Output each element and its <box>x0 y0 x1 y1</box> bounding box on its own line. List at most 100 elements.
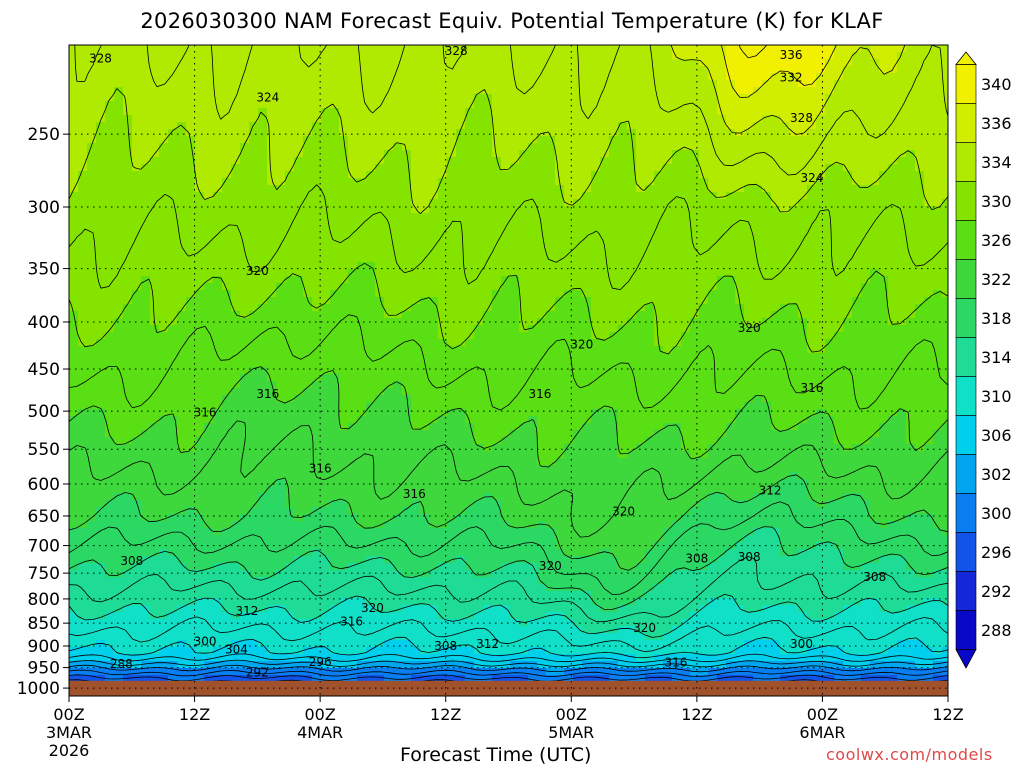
credit-text: coolwx.com/models <box>826 745 993 764</box>
colorbar-label: 310 <box>981 387 1012 406</box>
colorbar-label: 322 <box>981 270 1012 289</box>
contour-label: 288 <box>110 657 133 671</box>
colorbar-swatch <box>955 415 977 455</box>
colorbar-swatch <box>955 376 977 416</box>
contour-label: 320 <box>612 505 635 519</box>
contour-label: 320 <box>361 601 384 615</box>
x-tick-label: 12Z <box>179 705 210 724</box>
colorbar-swatch <box>955 142 977 182</box>
x-tick-date: 4MAR <box>297 723 343 742</box>
colorbar-label: 340 <box>981 75 1012 94</box>
chart-title: 2026030300 NAM Forecast Equiv. Potential… <box>140 9 884 33</box>
x-axis-label: Forecast Time (UTC) <box>400 744 592 766</box>
y-tick-label: 300 <box>28 198 60 218</box>
colorbar-swatch <box>955 259 977 299</box>
x-tick-label: 12Z <box>681 705 712 724</box>
y-tick-label: 250 <box>28 125 60 145</box>
colorbar: 340 336 334 330 326 322 318 314 310 306 302 300 296 2… <box>955 51 1012 669</box>
y-axis: 250 300 350 400 450 500 550 600 650 700 750 800 850 9… <box>17 125 69 699</box>
x-tick-date: 5MAR <box>548 723 594 742</box>
y-tick-label: 1000 <box>17 679 60 699</box>
colorbar-label: 300 <box>981 504 1012 523</box>
contour-label: 292 <box>246 666 269 680</box>
contour-label: 308 <box>738 550 761 564</box>
x-tick-label: 00Z <box>53 705 84 724</box>
contour-label: 320 <box>539 559 562 573</box>
contour-label: 300 <box>194 635 217 649</box>
plot-frame <box>68 44 949 697</box>
contour-label: 304 <box>225 643 248 657</box>
contour-label: 332 <box>780 71 803 85</box>
colorbar-label: 334 <box>981 153 1012 172</box>
contour-label: 336 <box>780 48 803 62</box>
contour-label: 316 <box>340 614 363 628</box>
grid-lines <box>69 45 948 696</box>
contour-label: 308 <box>685 551 708 565</box>
colorbar-label: 288 <box>981 621 1012 640</box>
y-tick-label: 350 <box>28 260 60 280</box>
x-tick-label: 00Z <box>556 705 587 724</box>
x-tick-label: 00Z <box>807 705 838 724</box>
contour-label: 328 <box>445 44 468 58</box>
y-tick-label: 700 <box>28 537 60 557</box>
colorbar-swatch <box>955 337 977 377</box>
y-tick-label: 650 <box>28 507 60 527</box>
contour-label: 316 <box>256 387 279 401</box>
contour-label: 328 <box>89 52 112 66</box>
colorbar-swatch <box>955 220 977 260</box>
y-tick-label: 850 <box>28 614 60 634</box>
y-tick-label: 800 <box>28 590 60 610</box>
colorbar-top-arrow <box>955 51 977 65</box>
x-tick-year: 2026 <box>49 741 90 760</box>
colorbar-label: 302 <box>981 465 1012 484</box>
colorbar-swatch <box>955 298 977 338</box>
x-tick-date: 6MAR <box>799 723 845 742</box>
x-tick-label: 12Z <box>932 705 963 724</box>
contour-label: 316 <box>194 406 217 420</box>
contour-label: 312 <box>235 604 258 618</box>
colorbar-swatch <box>955 181 977 221</box>
y-tick-label: 550 <box>28 440 60 460</box>
contour-label: 320 <box>633 621 656 635</box>
contour-label: 324 <box>256 90 279 104</box>
contour-label: 308 <box>120 554 143 568</box>
colorbar-bottom-arrow <box>955 649 977 669</box>
contour-label: 320 <box>570 337 593 351</box>
colorbar-swatch <box>955 103 977 143</box>
colorbar-swatch <box>955 532 977 572</box>
contour-label: 320 <box>738 321 761 335</box>
colorbar-label: 336 <box>981 114 1012 133</box>
x-tick-label: 00Z <box>304 705 335 724</box>
x-tick-date: 3MAR <box>46 723 92 742</box>
y-tick-label: 750 <box>28 564 60 584</box>
contour-label: 316 <box>528 387 551 401</box>
contour-label: 308 <box>434 639 457 653</box>
colorbar-swatch <box>955 454 977 494</box>
ground-below-surface <box>69 680 948 696</box>
y-tick-label: 500 <box>28 402 60 422</box>
contour-label: 308 <box>863 570 886 584</box>
y-tick-label: 450 <box>28 360 60 380</box>
contour-label: 316 <box>801 381 824 395</box>
colorbar-label: 306 <box>981 426 1012 445</box>
contour-label: 296 <box>309 655 332 669</box>
contour-label: 312 <box>759 484 782 498</box>
theta-e-field <box>69 45 948 696</box>
x-tick-label: 12Z <box>430 705 461 724</box>
contour-label: 316 <box>403 487 426 501</box>
contour-label: 300 <box>790 637 813 651</box>
colorbar-label: 314 <box>981 348 1012 367</box>
contour-label: 320 <box>246 264 269 278</box>
contour-label: 328 <box>790 111 813 125</box>
contour-labels: 3283283243363323283243203203203163163163… <box>89 44 886 680</box>
colorbar-swatch <box>955 493 977 533</box>
y-tick-label: 950 <box>28 659 60 679</box>
colorbar-label: 318 <box>981 309 1012 328</box>
colorbar-swatch <box>955 64 977 104</box>
contour-label: 324 <box>801 171 824 185</box>
y-tick-label: 600 <box>28 475 60 495</box>
colorbar-label: 292 <box>981 582 1012 601</box>
colorbar-label: 330 <box>981 192 1012 211</box>
